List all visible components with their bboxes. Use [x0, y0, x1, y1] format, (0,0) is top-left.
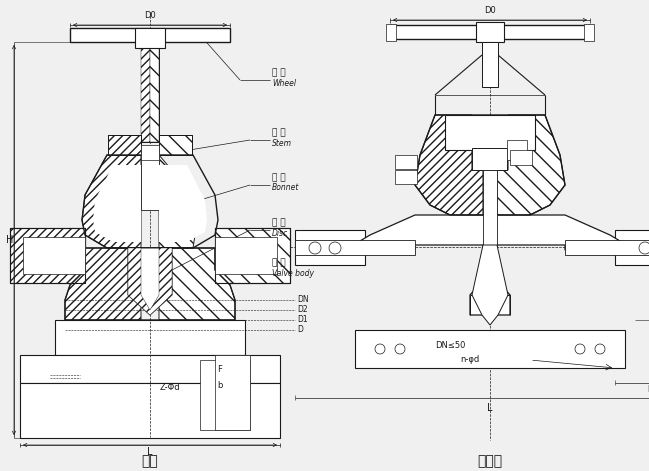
- Text: 阀 盖: 阀 盖: [272, 173, 286, 182]
- Bar: [200, 360, 250, 430]
- Circle shape: [595, 344, 605, 354]
- Circle shape: [639, 242, 649, 254]
- Bar: [165, 30, 230, 40]
- Text: 闸阀: 闸阀: [141, 454, 158, 468]
- Text: 截止阀: 截止阀: [478, 454, 502, 468]
- Circle shape: [575, 344, 585, 354]
- Polygon shape: [159, 155, 198, 248]
- Bar: [510, 150, 532, 165]
- Bar: [295, 230, 365, 265]
- Polygon shape: [128, 248, 172, 315]
- Bar: [159, 135, 192, 155]
- Text: D0: D0: [484, 6, 496, 15]
- Bar: [10, 228, 85, 283]
- Text: Wheel: Wheel: [272, 79, 296, 88]
- Bar: [215, 228, 290, 283]
- Text: F: F: [217, 365, 223, 374]
- Bar: [482, 42, 498, 87]
- Text: Z-Φd: Z-Φd: [160, 383, 180, 392]
- Text: L: L: [487, 403, 493, 413]
- Bar: [215, 228, 290, 283]
- Polygon shape: [65, 248, 141, 320]
- Bar: [55, 320, 245, 355]
- Polygon shape: [128, 248, 172, 315]
- Bar: [135, 28, 165, 48]
- Bar: [70, 28, 230, 42]
- Bar: [141, 42, 159, 142]
- Bar: [445, 115, 535, 150]
- Text: 手 轮: 手 轮: [272, 68, 286, 78]
- Bar: [108, 135, 141, 155]
- Bar: [150, 42, 159, 142]
- Bar: [476, 22, 504, 42]
- Bar: [23, 237, 85, 274]
- Text: D0: D0: [144, 11, 156, 20]
- Bar: [507, 140, 527, 160]
- Circle shape: [395, 344, 405, 354]
- Text: DN≤50: DN≤50: [435, 341, 465, 349]
- Bar: [20, 383, 280, 438]
- Circle shape: [329, 242, 341, 254]
- Bar: [386, 24, 396, 41]
- Bar: [472, 148, 507, 170]
- Polygon shape: [345, 215, 635, 315]
- Bar: [159, 135, 192, 155]
- Text: DN: DN: [297, 294, 309, 303]
- Bar: [395, 155, 417, 169]
- Bar: [108, 135, 141, 155]
- Bar: [355, 330, 625, 368]
- Polygon shape: [159, 165, 207, 242]
- Text: D1: D1: [297, 315, 308, 324]
- Polygon shape: [497, 115, 565, 218]
- Bar: [390, 25, 590, 39]
- Text: b: b: [217, 381, 223, 390]
- Polygon shape: [159, 248, 235, 320]
- Text: Disc: Disc: [272, 228, 288, 237]
- Bar: [141, 42, 150, 142]
- Bar: [483, 170, 497, 310]
- Text: 阀 杆: 阀 杆: [272, 129, 286, 138]
- Polygon shape: [82, 155, 141, 248]
- Bar: [141, 155, 159, 210]
- Text: H: H: [6, 235, 14, 245]
- Bar: [565, 240, 649, 255]
- Text: Stem: Stem: [272, 138, 292, 147]
- Bar: [10, 228, 85, 283]
- Bar: [615, 230, 649, 265]
- Bar: [215, 237, 277, 274]
- Bar: [20, 355, 280, 383]
- Text: b: b: [647, 385, 649, 395]
- Text: Bonnet: Bonnet: [272, 184, 299, 193]
- Bar: [395, 170, 417, 184]
- Text: n-φd: n-φd: [460, 356, 480, 365]
- Polygon shape: [93, 165, 141, 242]
- Circle shape: [375, 344, 385, 354]
- Circle shape: [309, 242, 321, 254]
- Bar: [215, 355, 250, 430]
- Bar: [70, 30, 135, 40]
- Text: D2: D2: [297, 304, 308, 314]
- Bar: [141, 145, 159, 160]
- Text: 阀 板: 阀 板: [272, 219, 286, 227]
- Polygon shape: [472, 245, 508, 325]
- Bar: [584, 24, 594, 41]
- Text: L: L: [147, 447, 153, 457]
- Text: Valve body: Valve body: [272, 268, 314, 277]
- Bar: [295, 240, 415, 255]
- Text: 阀 体: 阀 体: [272, 259, 286, 268]
- Text: D: D: [297, 325, 303, 333]
- Polygon shape: [415, 115, 483, 218]
